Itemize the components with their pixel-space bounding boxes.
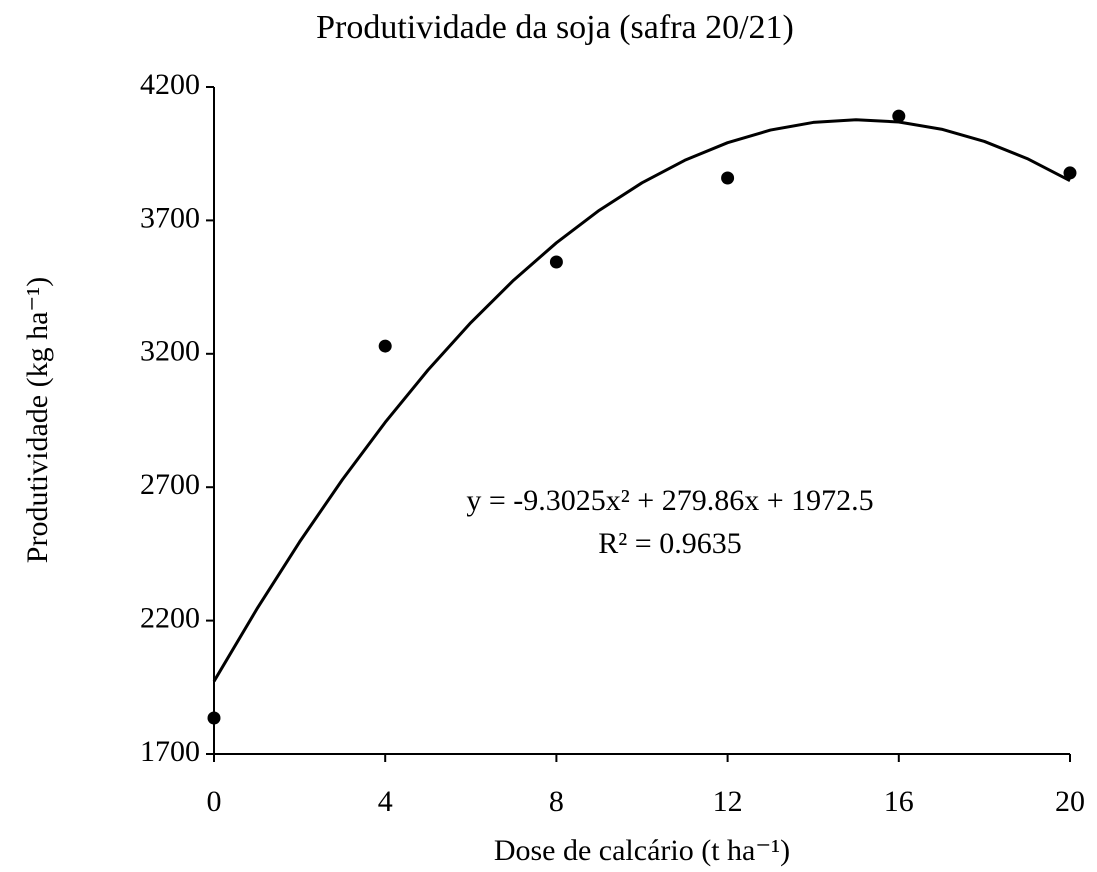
x-tick-label: 8 — [549, 785, 564, 818]
trendline-equation: y = -9.3025x² + 279.86x + 1972.5 — [466, 484, 873, 517]
x-tick-label: 16 — [884, 785, 914, 818]
chart-title: Produtividade da soja (safra 20/21) — [316, 9, 794, 46]
data-point — [892, 109, 906, 123]
y-tick-label: 3200 — [140, 335, 200, 368]
data-point — [549, 255, 563, 269]
x-axis-label: Dose de calcário (t ha⁻¹) — [494, 834, 790, 867]
y-tick-label: 1700 — [140, 735, 200, 768]
y-tick-label: 2200 — [140, 601, 200, 634]
y-tick-label: 2700 — [140, 468, 200, 501]
data-point — [207, 711, 221, 725]
x-tick-label: 12 — [713, 785, 743, 818]
y-tick-label: 4200 — [140, 68, 200, 101]
data-point — [1063, 166, 1077, 180]
data-point — [721, 171, 735, 185]
y-axis-label: Produtividade (kg ha⁻¹) — [21, 277, 54, 563]
x-tick-label: 20 — [1055, 785, 1085, 818]
r-squared: R² = 0.9635 — [598, 527, 741, 560]
x-tick-label: 0 — [207, 785, 222, 818]
x-tick-label: 4 — [378, 785, 393, 818]
y-tick-label: 3700 — [140, 201, 200, 234]
trendline — [212, 118, 1071, 683]
data-point — [378, 339, 392, 353]
